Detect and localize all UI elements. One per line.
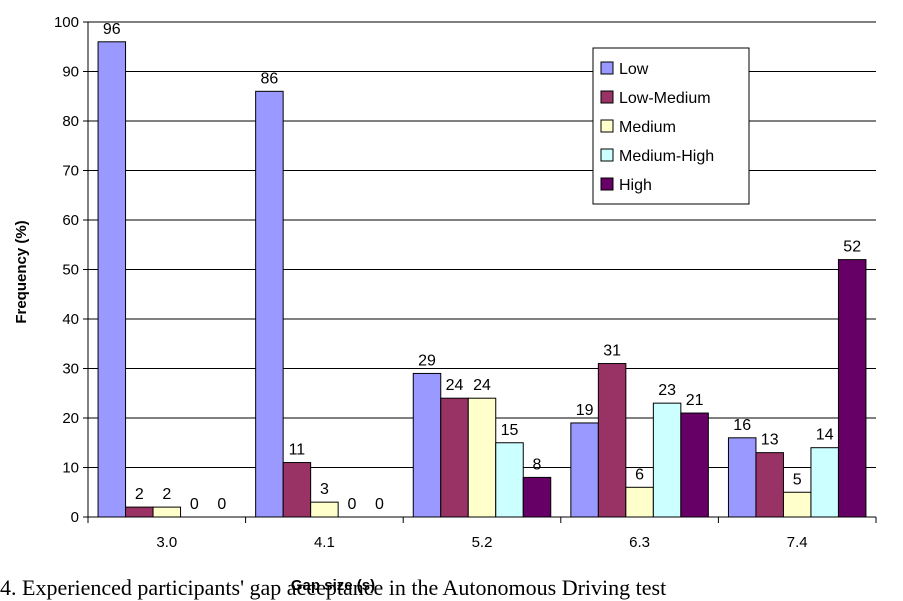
legend-swatch [600,90,614,104]
legend-box [592,47,750,205]
y-tick-label: 70 [62,163,79,180]
bar [97,41,127,518]
y-tick-labels: 0 10 20 30 40 50 60 70 80 90 100 [54,14,79,526]
x-tick-label: 3.0 [156,534,177,551]
x-tick-label: 4.1 [314,534,335,551]
bars [97,41,867,518]
x-tick-label: 5.2 [472,534,493,551]
y-tick-label: 80 [62,113,79,130]
legend-swatch [600,148,614,162]
bar [680,412,709,518]
legend-label: Low [619,61,649,78]
bar [837,259,867,518]
legend-swatch [600,61,614,75]
data-label: 86 [261,70,279,87]
x-tick-label: 7.4 [787,534,808,551]
y-tick-label: 20 [62,410,79,427]
data-label: 96 [103,21,121,38]
bar [310,501,339,518]
y-axis-title: Frequency (%) [13,220,30,323]
legend-swatch [600,119,614,133]
data-label: 21 [686,392,704,409]
bar [625,486,654,518]
bar [782,491,812,518]
y-tick-label: 30 [62,361,79,378]
data-label: 0 [190,496,199,513]
y-tick-label: 0 [71,509,79,526]
data-label: 5 [793,471,802,488]
figure-caption: 4. Experienced participants' gap accepta… [0,575,667,600]
bar [125,506,154,518]
data-label: 52 [843,239,861,256]
bar [282,462,312,518]
bar [255,90,284,518]
data-label: 31 [603,343,621,360]
legend: Low Low-Medium Medium Medium-High High [592,47,750,205]
data-label: 15 [501,422,519,439]
bar [597,363,627,518]
bar [440,397,469,518]
y-tick-label: 10 [62,460,79,477]
y-tick-label: 40 [62,311,79,328]
y-tick-label: 60 [62,212,79,229]
legend-label: High [619,177,652,194]
legend-label: Medium-High [619,148,714,165]
legend-swatch [600,177,614,191]
bar [727,437,757,518]
data-label: 19 [576,402,594,419]
legend-label: Low-Medium [619,90,711,107]
bar [495,442,524,518]
data-label: 29 [418,352,436,369]
bar [412,372,442,518]
bar [755,452,784,518]
data-label: 0 [375,496,384,513]
data-label: 3 [320,481,329,498]
data-label: 14 [816,427,834,444]
data-label: 11 [289,442,306,459]
data-label: 16 [733,417,751,434]
bar [652,402,682,518]
y-tick-label: 90 [62,64,79,81]
bar [467,397,497,518]
axes [83,21,877,523]
bar [810,447,839,518]
bar [570,422,599,518]
bar [522,476,552,518]
data-label: 0 [217,496,226,513]
data-label: 24 [473,377,491,394]
data-label: 6 [635,466,644,483]
data-label: 24 [446,377,464,394]
data-labels: 96 2 2 0 0 86 11 3 0 0 29 24 24 15 8 19 31 6 23 21 16 13 5 14 52 [103,21,861,513]
legend-label: Medium [619,119,676,136]
data-label: 23 [658,382,676,399]
x-tick-labels: 3.0 4.1 5.2 6.3 7.4 [156,534,807,551]
y-tick-label: 100 [54,14,79,31]
gridlines [88,21,876,468]
data-label: 8 [533,456,542,473]
x-axis-title: Gap size (s) [291,577,375,594]
bar [152,506,182,518]
data-label: 2 [135,486,144,503]
y-tick-label: 50 [62,262,79,279]
data-label: 0 [347,496,356,513]
x-tick-label: 6.3 [629,534,650,551]
data-label: 2 [162,486,171,503]
data-label: 13 [761,432,779,449]
